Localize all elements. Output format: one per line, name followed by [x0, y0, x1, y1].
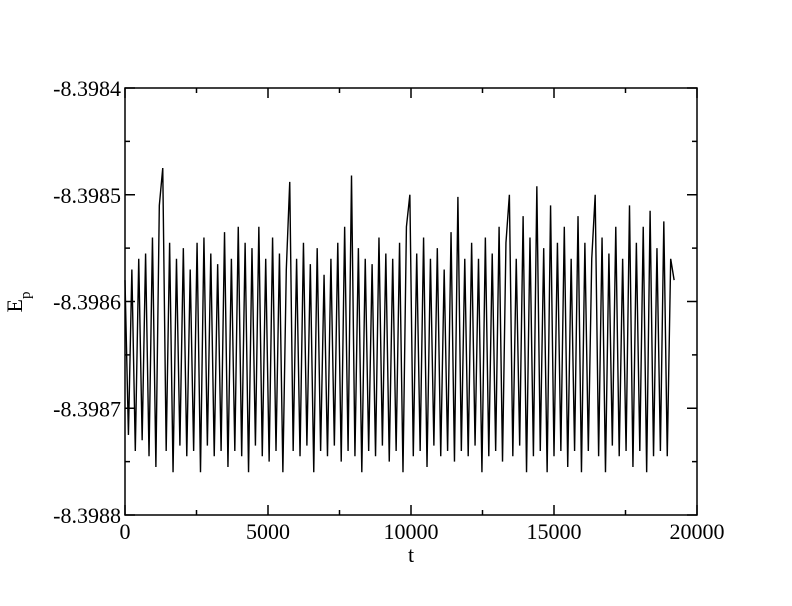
y-tick-label: -8.3987 [53, 396, 121, 421]
y-axis-label-subscript: p [18, 292, 34, 300]
y-tick-label: -8.3984 [53, 76, 121, 101]
x-tick-label: 10000 [384, 519, 439, 544]
y-tick-label: -8.3985 [53, 183, 121, 208]
x-tick-label: 0 [120, 519, 131, 544]
y-tick-label: -8.3986 [53, 290, 121, 315]
x-tick-label: 15000 [527, 519, 582, 544]
y-tick-label: -8.3988 [53, 503, 121, 528]
x-tick-label: 20000 [670, 519, 725, 544]
y-axis-label-main: E [2, 299, 27, 312]
data-line [124, 167, 675, 473]
y-axis-label: Ep [2, 292, 34, 313]
x-axis-label: t [408, 542, 414, 567]
x-tick-label: 5000 [246, 519, 290, 544]
